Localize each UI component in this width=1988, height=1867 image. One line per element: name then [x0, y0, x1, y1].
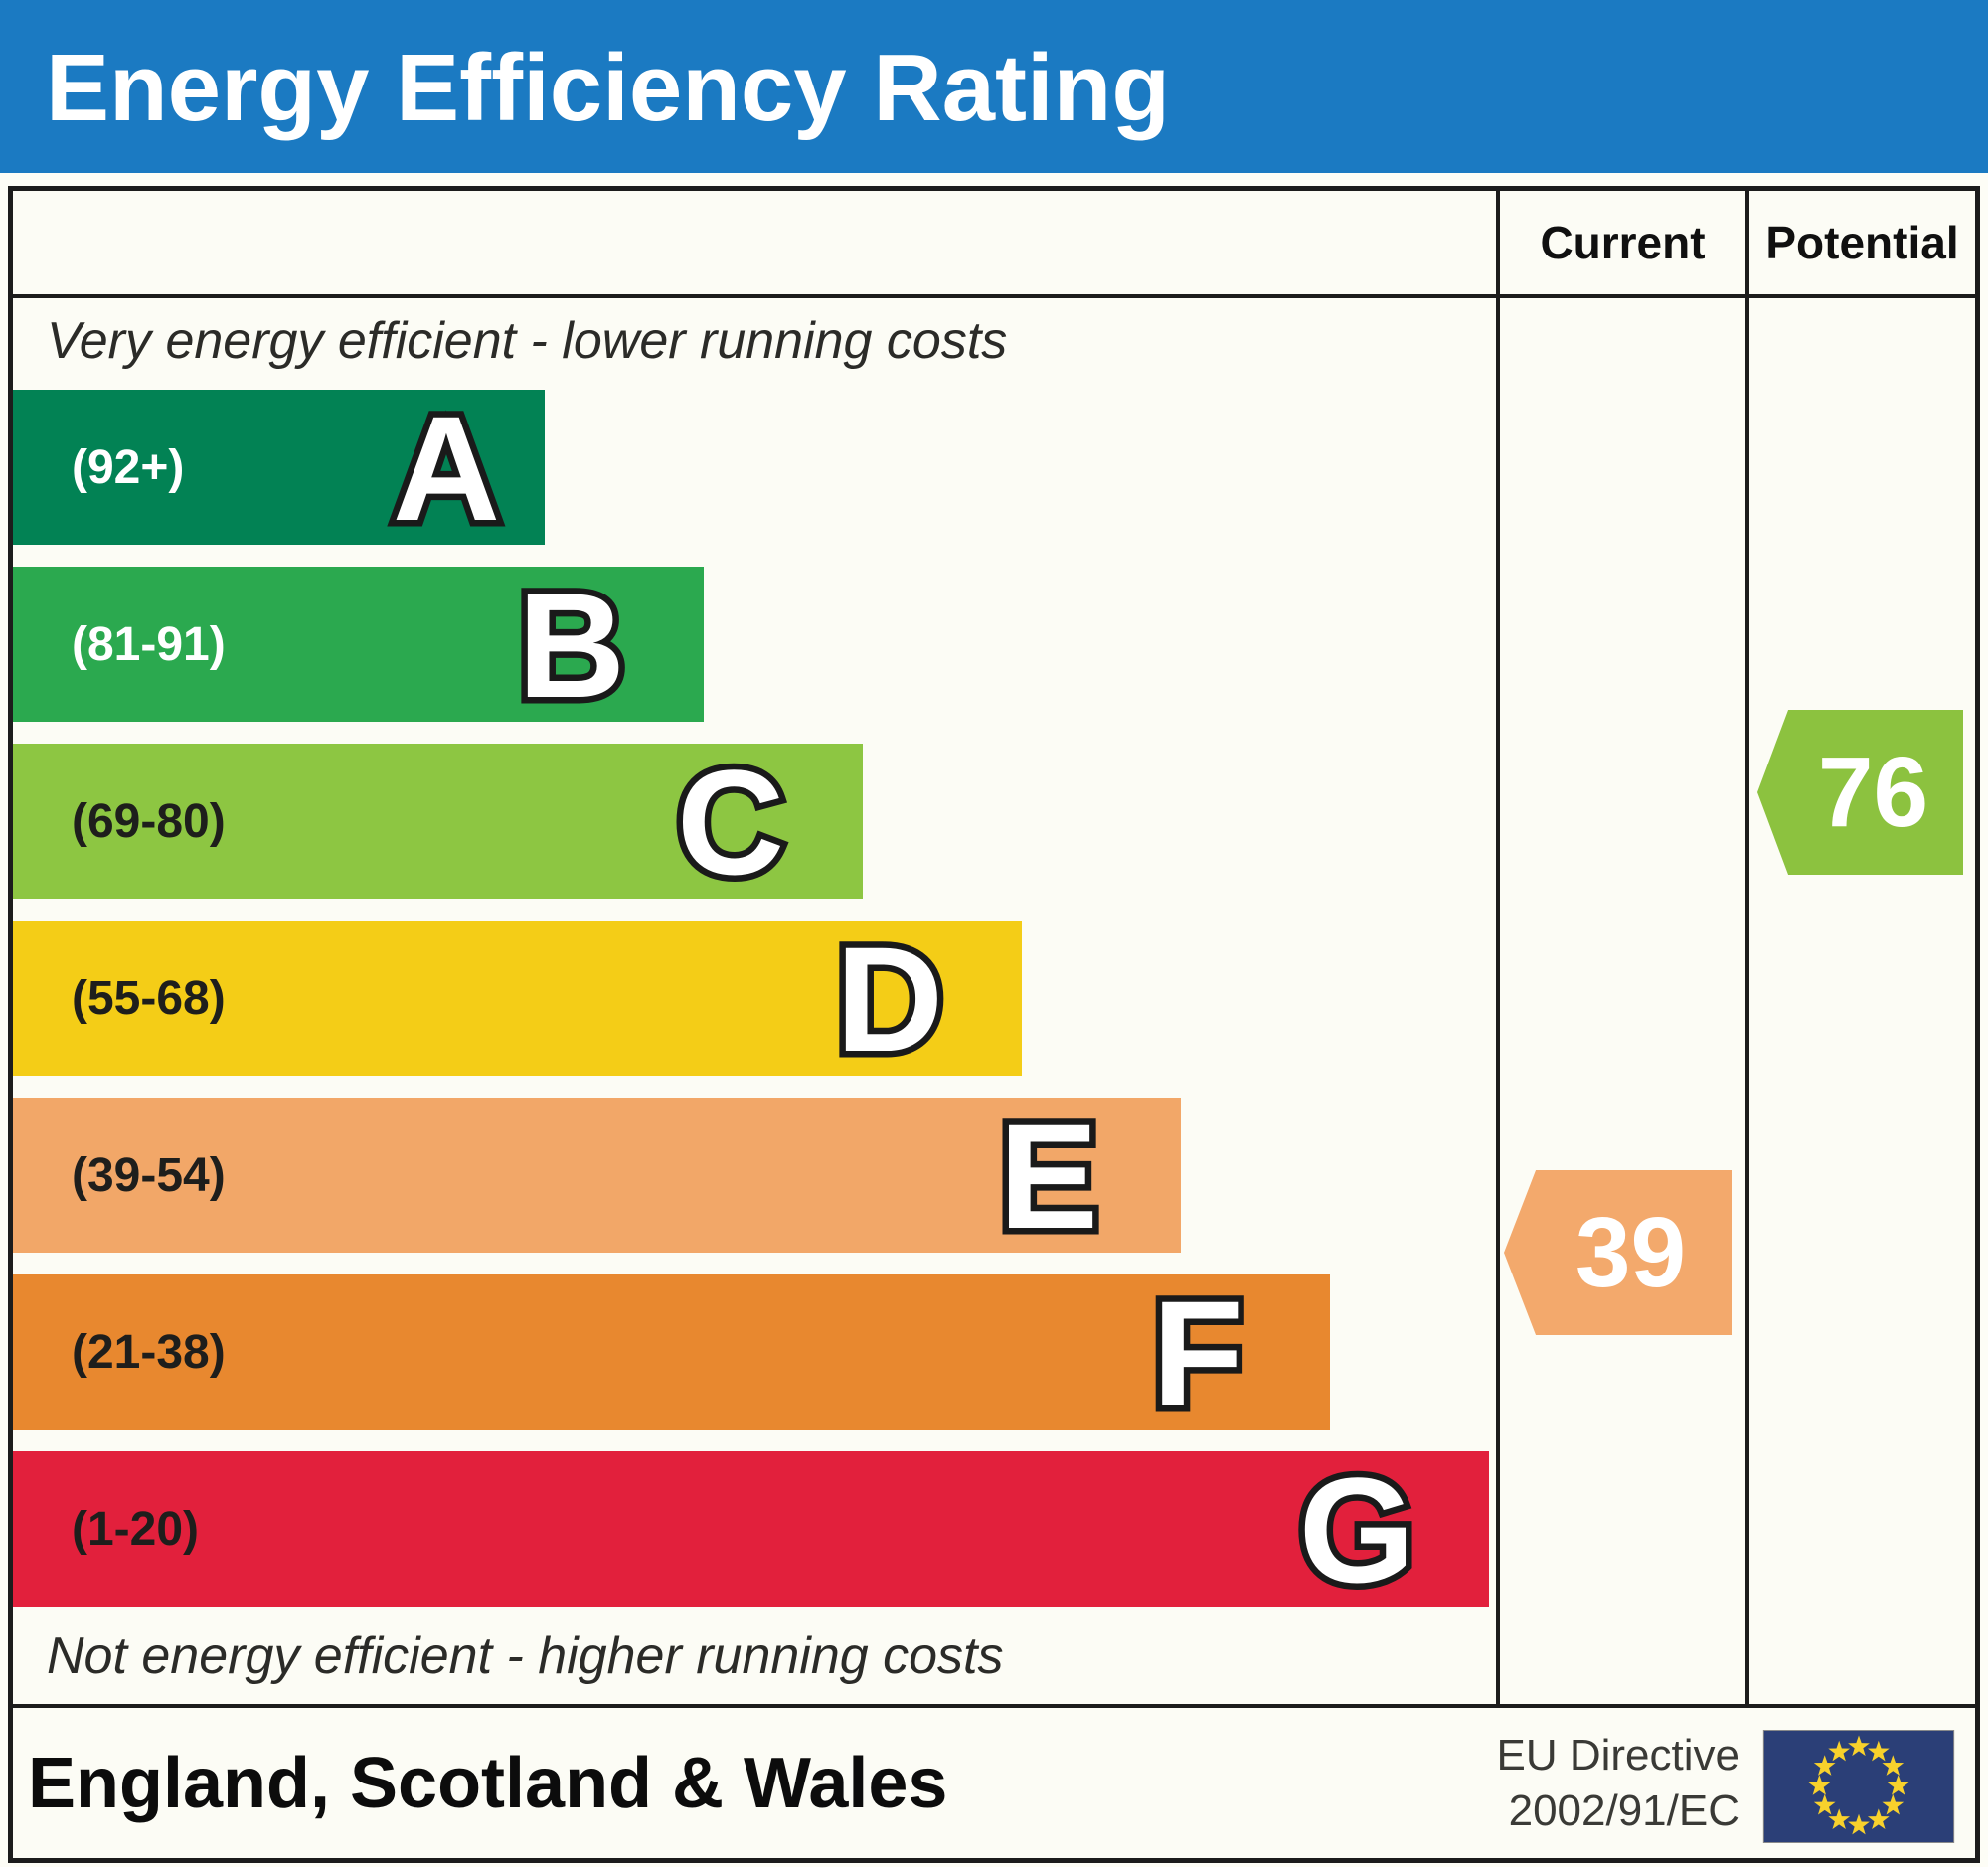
band-d-letter [805, 921, 974, 1078]
potential-rating-value: 76 [1817, 736, 1929, 848]
band-c-letter [646, 744, 815, 901]
footer-row: England, Scotland & Wales EU Directive 2… [13, 1708, 1975, 1858]
eu-directive-label: EU Directive 2002/91/EC [1497, 1728, 1740, 1839]
band-c: (69-80) [13, 744, 863, 901]
eu-directive-line2: 2002/91/EC [1508, 1785, 1740, 1835]
band-b-letter [487, 567, 656, 724]
band-f-letter [1113, 1274, 1282, 1432]
band-d: (55-68) [13, 921, 1022, 1078]
band-e: (39-54) [13, 1098, 1181, 1255]
column-header-potential: Potential [1765, 217, 1959, 268]
band-c-range: (69-80) [72, 795, 226, 848]
header-divider-line [13, 294, 1975, 298]
column-header-current: Current [1540, 217, 1706, 268]
band-b: (81-91) [13, 567, 704, 724]
band-a: (92+) [13, 390, 545, 547]
current-rating-value: 39 [1574, 1196, 1687, 1308]
band-g: (1-20) [13, 1451, 1489, 1609]
region-label: England, Scotland & Wales [28, 1743, 948, 1823]
band-f: (21-38) [13, 1274, 1330, 1432]
column-divider-potential [1745, 191, 1749, 1708]
band-g-letter [1272, 1451, 1441, 1609]
band-a-letter [362, 390, 531, 547]
footer-divider-line [13, 1704, 1975, 1708]
band-g-range: (1-20) [72, 1503, 200, 1556]
column-divider-current [1496, 191, 1500, 1708]
bottom-note: Not energy efficient - higher running co… [47, 1627, 1004, 1685]
page-title: Energy Efficiency Rating [46, 35, 1170, 141]
rating-table: Current Potential Very energy efficient … [8, 186, 1980, 1863]
current-rating-marker: 39 [1504, 1170, 1732, 1335]
band-f-range: (21-38) [72, 1326, 226, 1379]
band-e-range: (39-54) [72, 1149, 226, 1202]
band-e-letter [964, 1098, 1133, 1255]
title-banner: Energy Efficiency Rating [0, 0, 1988, 173]
band-d-range: (55-68) [72, 972, 226, 1025]
top-note: Very energy efficient - lower running co… [47, 312, 1008, 370]
potential-rating-marker: 76 [1757, 710, 1963, 875]
eu-flag-icon [1762, 1730, 1955, 1843]
band-b-range: (81-91) [72, 618, 226, 671]
band-a-range: (92+) [72, 441, 185, 494]
eu-directive-line1: EU Directive [1496, 1730, 1740, 1780]
